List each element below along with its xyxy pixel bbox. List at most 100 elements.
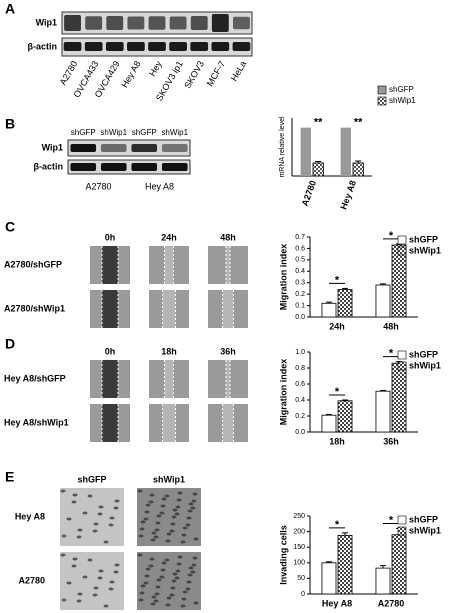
- legend-swatch: [377, 85, 387, 95]
- panel-letter: D: [5, 336, 15, 352]
- cell: [66, 517, 72, 521]
- cell: [186, 516, 192, 520]
- cell: [166, 532, 172, 536]
- y-tick-label: 1.0: [295, 349, 305, 356]
- time-label: 24h: [161, 232, 177, 242]
- cell: [191, 499, 197, 503]
- lane-label: Hey: [147, 59, 164, 78]
- blot-band: [161, 144, 188, 152]
- significance-label: *: [389, 348, 394, 360]
- cell: [176, 562, 182, 566]
- cell: [174, 576, 180, 580]
- bar: [312, 162, 324, 177]
- cell: [137, 553, 143, 557]
- y-tick-label: 100: [293, 560, 305, 567]
- x-tick-label: 36h: [383, 436, 399, 446]
- cell: [180, 604, 186, 608]
- wound: [226, 360, 230, 398]
- wound: [102, 360, 118, 398]
- row-label: Wip1: [42, 142, 63, 152]
- cell: [109, 516, 115, 520]
- y-tick-label: 250: [293, 513, 305, 520]
- legend-label: shGFP: [409, 234, 438, 244]
- cell: [77, 592, 83, 596]
- legend-label: shGFP: [409, 514, 438, 524]
- y-axis-label: Invading cells: [278, 525, 288, 585]
- cell: [144, 510, 150, 514]
- y-tick-label: 0.2: [295, 413, 305, 420]
- cell: [138, 534, 144, 538]
- cell: [154, 592, 160, 596]
- panel-letter: E: [5, 469, 14, 485]
- cell: [145, 503, 151, 507]
- y-tick-label: 150: [293, 544, 305, 551]
- cell: [137, 489, 143, 493]
- cell: [193, 601, 199, 605]
- cell: [175, 505, 181, 509]
- blot-band: [190, 42, 209, 51]
- significance-label: **: [314, 117, 323, 129]
- cell: [103, 540, 109, 544]
- cell: [159, 575, 165, 579]
- significance-label: *: [389, 230, 394, 242]
- y-tick-label: 0.0: [295, 429, 305, 436]
- cell: [71, 500, 77, 504]
- significance-label: *: [389, 514, 394, 526]
- cell: [182, 590, 188, 594]
- cell: [61, 598, 67, 602]
- legend-swatch: [377, 96, 387, 106]
- bar: [375, 284, 391, 318]
- bar: [300, 127, 311, 176]
- blot-band: [70, 163, 97, 171]
- lane-label: shWip1: [161, 128, 188, 137]
- wound: [222, 404, 234, 442]
- cell: [60, 553, 66, 557]
- cell: [176, 498, 182, 502]
- cell: [185, 587, 191, 591]
- panel-letter: C: [5, 219, 15, 235]
- bar: [337, 400, 353, 433]
- y-tick-label: 200: [293, 528, 305, 535]
- cell: [87, 558, 93, 562]
- y-axis-label: mRNA relative level: [279, 116, 286, 178]
- time-label: 36h: [220, 346, 236, 356]
- cell: [172, 508, 178, 512]
- legend-swatch: [397, 350, 407, 360]
- legend-label: shWip1: [409, 245, 441, 255]
- bar: [391, 534, 407, 595]
- legend-label: shWip1: [409, 525, 441, 535]
- blot-band: [190, 16, 208, 30]
- cell: [149, 493, 155, 497]
- x-tick-label: A2780: [300, 179, 318, 207]
- wound: [102, 246, 118, 284]
- blot-band: [100, 163, 127, 171]
- row-label: β-actin: [34, 161, 64, 171]
- cell: [181, 597, 187, 601]
- blot-band: [211, 42, 230, 51]
- cell: [169, 593, 175, 597]
- cell: [93, 586, 99, 590]
- blot-band: [85, 16, 103, 30]
- column-label: shGFP: [77, 474, 106, 484]
- cell: [97, 576, 103, 580]
- y-tick-label: 0: [301, 591, 305, 598]
- cell: [170, 522, 176, 526]
- y-tick-label: 0.6: [295, 245, 305, 252]
- y-tick-label: 50: [297, 575, 305, 582]
- panel-letter: A: [5, 1, 15, 17]
- cell: [165, 603, 171, 607]
- row-label: A2780: [18, 575, 45, 585]
- legend-swatch: [397, 361, 407, 371]
- cell: [188, 566, 194, 570]
- cell: [98, 505, 104, 509]
- cell: [138, 598, 144, 602]
- cell: [185, 523, 191, 527]
- blot-band: [131, 144, 158, 152]
- legend-swatch: [397, 526, 407, 536]
- cell: [169, 529, 175, 533]
- y-tick-label: 0.5: [295, 257, 305, 264]
- blot-band: [106, 16, 124, 30]
- blot-band: [64, 15, 81, 31]
- bar: [321, 302, 337, 318]
- legend-label: shGFP: [409, 349, 438, 359]
